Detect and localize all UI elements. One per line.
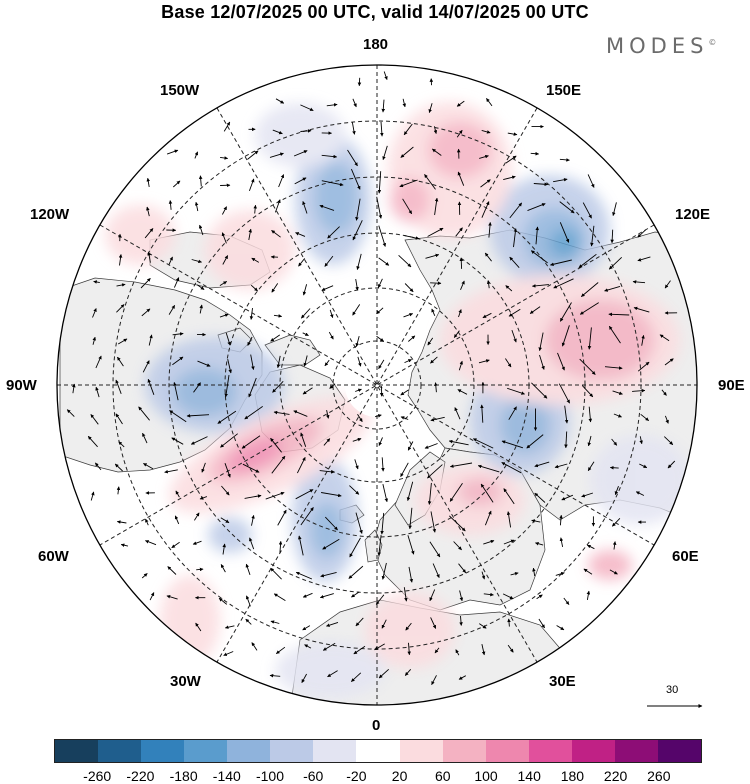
colorbar bbox=[54, 739, 702, 763]
reference-vector-label: 30 bbox=[666, 684, 678, 696]
label-90e: 90E bbox=[718, 377, 745, 394]
label-0: 0 bbox=[372, 717, 380, 734]
wind-arrow bbox=[610, 468, 618, 469]
label-180: 180 bbox=[363, 36, 388, 53]
colorbar-tick-label: -220 bbox=[126, 768, 154, 784]
colorbar-swatch bbox=[615, 740, 658, 762]
colorbar-swatch bbox=[572, 740, 615, 762]
label-30e: 30E bbox=[549, 673, 576, 690]
colorbar-tick-label: 100 bbox=[474, 768, 497, 784]
label-60e: 60E bbox=[672, 548, 699, 565]
label-150e: 150E bbox=[546, 82, 581, 99]
colorbar-tick-label: -60 bbox=[303, 768, 323, 784]
colorbar-tick-label: -140 bbox=[213, 768, 241, 784]
colorbar-swatch bbox=[141, 740, 184, 762]
label-150w: 150W bbox=[160, 82, 199, 99]
colorbar-swatch bbox=[55, 740, 98, 762]
label-120e: 120E bbox=[675, 206, 710, 223]
colorbar-tick-label: 60 bbox=[435, 768, 451, 784]
colorbar-swatch bbox=[227, 740, 270, 762]
colorbar-ticks: -260 -220 -180 -140 -100 -60 -20 20 60 100 140 180 2… bbox=[0, 768, 750, 784]
colorbar-swatch bbox=[270, 740, 313, 762]
colorbar-tick-label: 180 bbox=[561, 768, 584, 784]
colorbar-swatch bbox=[529, 740, 572, 762]
label-90w: 90W bbox=[6, 377, 37, 394]
colorbar-swatch bbox=[658, 740, 701, 762]
colorbar-swatch bbox=[400, 740, 443, 762]
colorbar-swatch bbox=[443, 740, 486, 762]
colorbar-tick-label: 220 bbox=[604, 768, 627, 784]
colorbar-swatch bbox=[486, 740, 529, 762]
colorbar-tick-label: 140 bbox=[518, 768, 541, 784]
wind-arrow bbox=[461, 258, 462, 269]
colorbar-tick-label: -260 bbox=[83, 768, 111, 784]
colorbar-tick-label: 20 bbox=[392, 768, 408, 784]
label-60w: 60W bbox=[38, 548, 69, 565]
colorbar-tick-label: -180 bbox=[170, 768, 198, 784]
colorbar-swatch bbox=[313, 740, 356, 762]
wind-arrow bbox=[430, 283, 441, 284]
label-120w: 120W bbox=[30, 206, 69, 223]
colorbar-swatch bbox=[356, 740, 399, 762]
colorbar-tick-label: -100 bbox=[256, 768, 284, 784]
colorbar-tick-label: -20 bbox=[346, 768, 366, 784]
colorbar-tick-label: 260 bbox=[647, 768, 670, 784]
label-30w: 30W bbox=[170, 673, 201, 690]
colorbar-swatch bbox=[184, 740, 227, 762]
colorbar-swatch bbox=[98, 740, 141, 762]
